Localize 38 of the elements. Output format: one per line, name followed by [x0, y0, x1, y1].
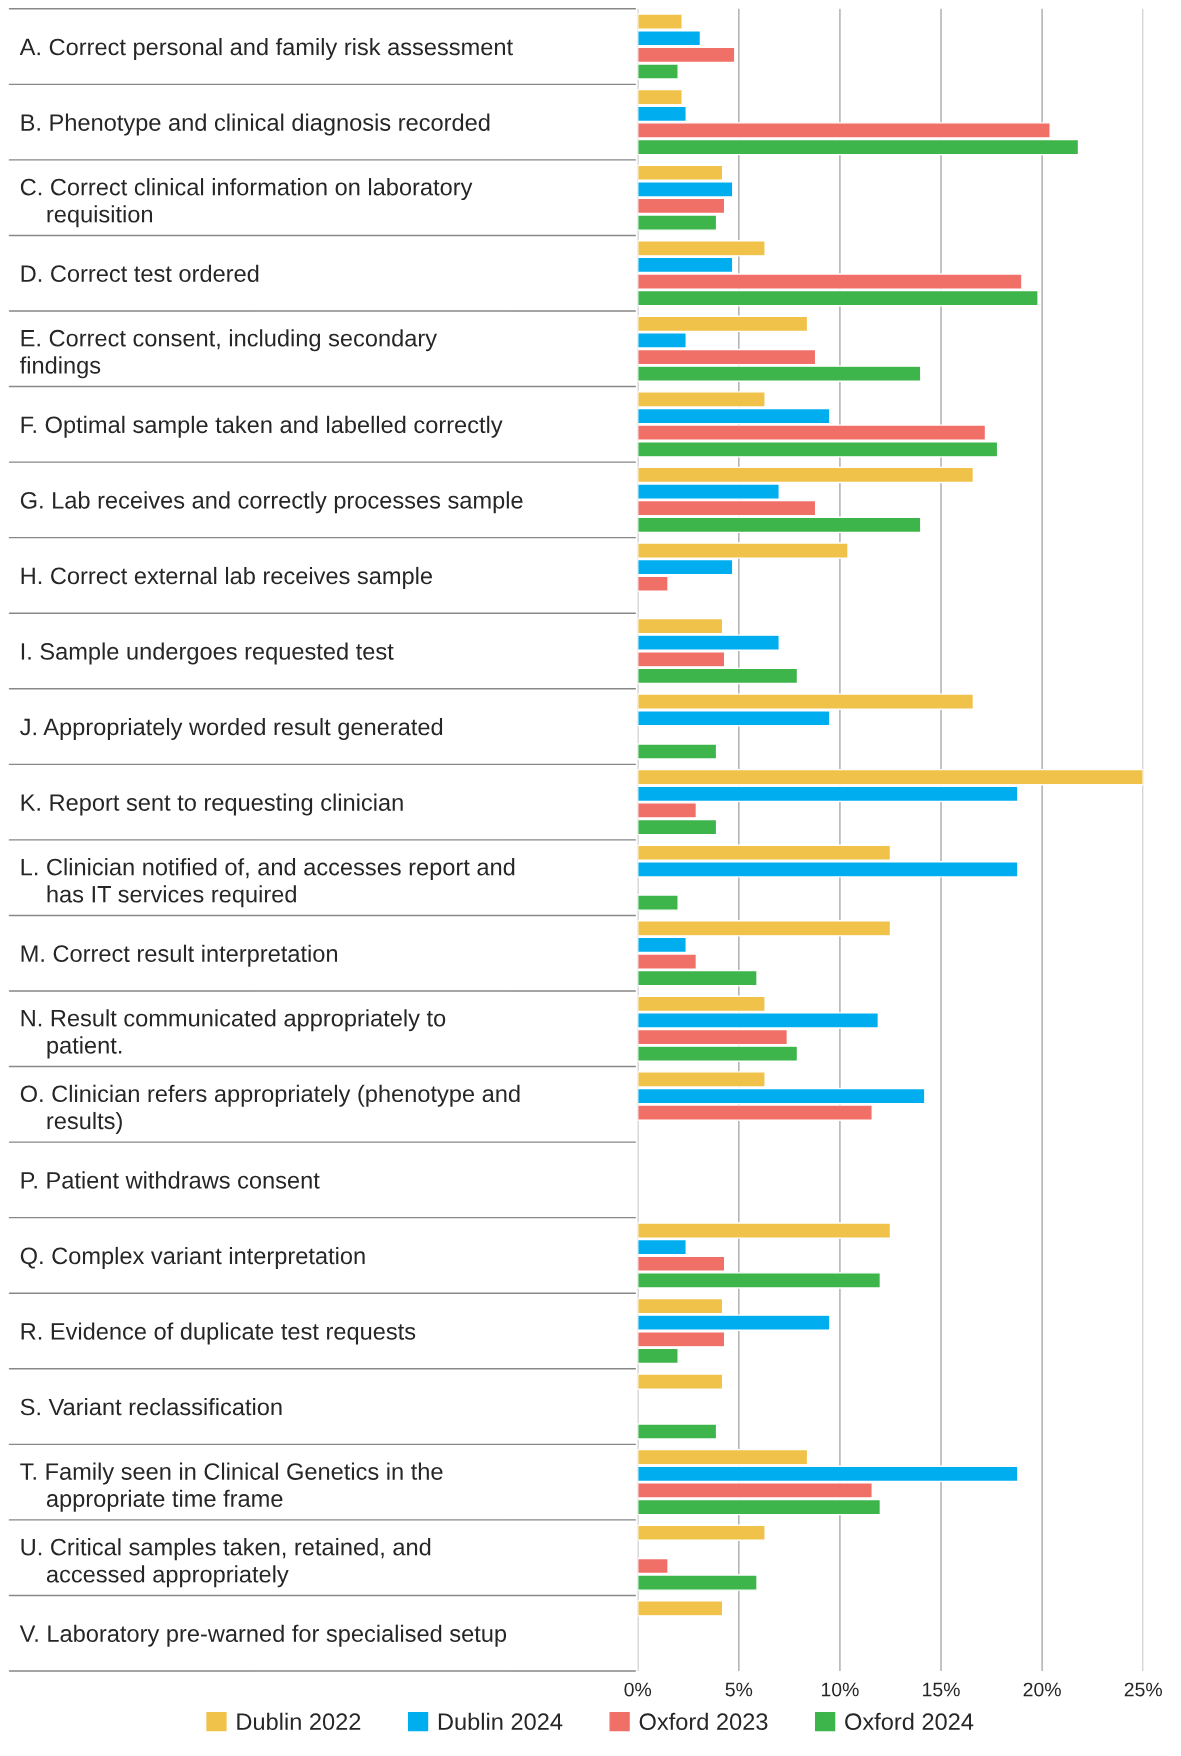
bar: [637, 1423, 718, 1440]
bar: [637, 743, 718, 760]
legend-label: Oxford 2024: [845, 1712, 974, 1731]
x-tick-label: 5%: [725, 1682, 753, 1697]
y-tick-label: G. Lab receives and correctly processes sample: [20, 491, 523, 514]
x-tick-label: 15%: [923, 1682, 960, 1697]
bar: [637, 1373, 724, 1390]
y-tick-label: C. Correct clinical information on laboratory requisition: [20, 178, 473, 228]
x-tick-label: 10%: [821, 1682, 859, 1697]
y-tick-label: R. Evidence of duplicate test requests: [21, 1322, 416, 1345]
bar: [637, 1524, 766, 1541]
y-tick-label: E. Correct consent, including secondary findings: [20, 329, 437, 379]
legend-label: Oxford 2023: [639, 1712, 768, 1731]
y-tick-label: V. Laboratory pre-warned for specialised setup: [19, 1624, 507, 1647]
y-tick-label: N. Result communicated appropriately to patient.: [21, 1009, 446, 1059]
bar: [637, 1600, 724, 1617]
y-tick-label: B. Phenotype and clinical diagnosis recorded: [21, 113, 490, 136]
bar: [637, 894, 679, 911]
x-tick-label: 20%: [1023, 1682, 1061, 1697]
y-tick-label: Q. Complex variant interpretation: [20, 1246, 365, 1269]
y-tick-label: L. Clinician notified of, and accesses report and has IT services required: [21, 858, 515, 908]
x-tick-label: 0%: [624, 1682, 652, 1697]
y-tick-label: S. Variant reclassification: [20, 1398, 282, 1416]
y-tick-label: D. Correct test ordered: [21, 264, 259, 283]
y-tick-label: P. Patient withdraws consent: [21, 1171, 320, 1189]
y-tick-label: A. Correct personal and family risk assessment: [19, 38, 513, 61]
legend-label: Dublin 2024: [438, 1712, 563, 1731]
y-tick-label: J. Appropriately worded result generated: [20, 718, 443, 741]
y-tick-label: H. Correct external lab receives sample: [21, 566, 432, 589]
y-tick-label: F. Optimal sample taken and labelled correctly: [21, 415, 503, 438]
y-tick-label: U. Critical samples taken, retained, and accessed appropriately: [21, 1538, 431, 1588]
x-tick-label: 25%: [1124, 1682, 1162, 1697]
y-tick-label: K. Report sent to requesting clinician: [21, 793, 403, 816]
y-tick-label: I. Sample undergoes requested test: [21, 642, 394, 665]
y-tick-label: T. Family seen in Clinical Genetics in the appropriate time frame: [20, 1462, 443, 1512]
y-tick-label: M. Correct result interpretation: [21, 944, 338, 967]
legend-label: Dublin 2022: [237, 1712, 361, 1731]
y-tick-label: O. Clinician refers appropriately (phenotype and results): [20, 1084, 520, 1134]
